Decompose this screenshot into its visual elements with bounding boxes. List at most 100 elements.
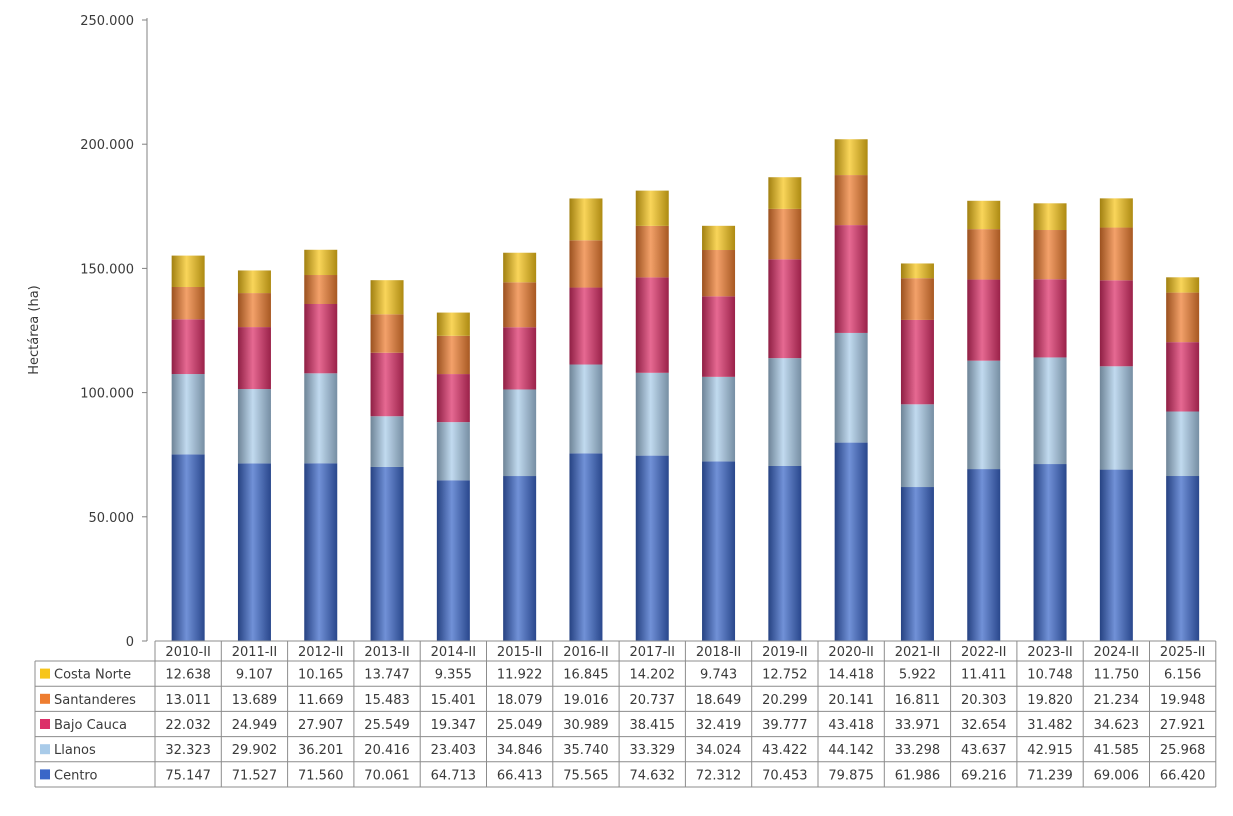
bar-santanderes-2023-II [1033,230,1067,280]
data-label-llanos: 33.298 [895,743,941,758]
data-label-santanderes: 18.649 [696,693,742,708]
legend-swatch-bajo-cauca [40,719,50,729]
data-label-llanos: 41.585 [1094,743,1140,758]
y-tick-label: 50.000 [89,511,135,526]
data-label-bajo-cauca: 38.415 [630,718,676,733]
bar-llanos-2020-II [834,332,868,443]
data-label-costa-norte: 11.411 [961,668,1007,683]
data-label-llanos: 25.968 [1160,743,1206,758]
data-label-costa-norte: 16.845 [563,668,609,683]
bar-llanos-2013-II [370,416,404,467]
bar-bajo-cauca-2025-II [1166,342,1200,412]
bar-centro-2022-II [967,469,1001,641]
data-label-llanos: 29.902 [232,743,278,758]
bar-costa-norte-2013-II [370,280,404,315]
bar-costa-norte-2014-II [436,312,470,336]
data-label-centro: 71.239 [1027,768,1073,783]
bar-santanderes-2011-II [237,293,271,328]
data-label-costa-norte: 12.752 [762,668,808,683]
bar-santanderes-2012-II [304,275,338,304]
data-label-llanos: 32.323 [165,743,211,758]
bar-santanderes-2024-II [1099,227,1133,281]
data-label-bajo-cauca: 43.418 [828,718,874,733]
x-tick-label: 2010-II [165,645,210,660]
bar-santanderes-2010-II [171,287,205,320]
data-label-bajo-cauca: 32.419 [696,718,742,733]
bar-santanderes-2022-II [967,229,1001,280]
bar-bajo-cauca-2014-II [436,374,470,423]
legend-label-llanos: Llanos [54,743,96,758]
bar-llanos-2023-II [1033,357,1067,465]
bar-centro-2015-II [503,476,537,641]
bar-costa-norte-2010-II [171,255,205,287]
y-tick-label: 100.000 [80,387,134,402]
data-label-llanos: 36.201 [298,743,344,758]
legend-swatch-centro [40,769,50,780]
bar-centro-2018-II [702,461,736,641]
bar-santanderes-2017-II [635,225,669,278]
bar-centro-2023-II [1033,464,1067,641]
bar-centro-2012-II [304,463,338,641]
x-tick-label: 2011-II [232,645,277,660]
data-label-santanderes: 13.011 [165,693,211,708]
data-label-costa-norte: 10.165 [298,668,344,683]
data-label-centro: 70.453 [762,768,808,783]
bar-bajo-cauca-2023-II [1033,279,1067,358]
bar-costa-norte-2015-II [503,252,537,283]
legend-swatch-santanderes [40,693,50,704]
x-tick-label: 2019-II [762,645,807,660]
bar-bajo-cauca-2018-II [702,296,736,377]
data-label-llanos: 43.637 [961,743,1007,758]
bar-costa-norte-2021-II [900,263,934,279]
data-label-costa-norte: 9.355 [435,668,472,683]
bar-bajo-cauca-2022-II [967,279,1001,361]
data-label-centro: 71.560 [298,768,344,783]
bar-bajo-cauca-2020-II [834,225,868,333]
x-tick-label: 2018-II [696,645,741,660]
data-label-centro: 61.986 [895,768,941,783]
bar-centro-2016-II [569,453,603,641]
data-label-costa-norte: 11.922 [497,668,543,683]
bar-centro-2013-II [370,466,404,641]
bar-llanos-2015-II [503,389,537,477]
y-axis-label: Hectárea (ha) [27,285,42,375]
data-label-bajo-cauca: 31.482 [1027,718,1073,733]
legend-label-costa-norte: Costa Norte [54,668,131,683]
bar-llanos-2016-II [569,364,603,454]
data-label-centro: 79.875 [828,768,874,783]
x-tick-label: 2021-II [895,645,940,660]
x-tick-label: 2014-II [431,645,476,660]
data-label-santanderes: 11.669 [298,693,344,708]
bar-centro-2025-II [1166,476,1200,641]
bar-santanderes-2019-II [768,208,802,260]
bar-santanderes-2020-II [834,175,868,226]
data-label-bajo-cauca: 39.777 [762,718,808,733]
bar-bajo-cauca-2024-II [1099,280,1133,367]
bar-costa-norte-2011-II [237,270,271,294]
bar-bajo-cauca-2015-II [503,327,537,390]
data-label-centro: 72.312 [696,768,742,783]
x-tick-label: 2023-II [1027,645,1072,660]
data-label-bajo-cauca: 30.989 [563,718,609,733]
data-label-bajo-cauca: 27.907 [298,718,344,733]
bar-llanos-2022-II [967,360,1001,470]
data-label-bajo-cauca: 32.654 [961,718,1007,733]
bar-centro-2017-II [635,455,669,641]
bar-santanderes-2015-II [503,282,537,328]
bar-santanderes-2013-II [370,314,404,353]
bar-bajo-cauca-2016-II [569,287,603,365]
data-label-santanderes: 18.079 [497,693,543,708]
bar-bajo-cauca-2011-II [237,327,271,390]
bar-santanderes-2021-II [900,278,934,320]
data-table: 2010-II 2011-II 2012-II 2013-II 2014-II 2015-… [34,640,1217,788]
legend-swatch-costa-norte [40,668,50,679]
bar-centro-2024-II [1099,469,1133,641]
data-label-santanderes: 20.299 [762,693,808,708]
data-label-centro: 71.527 [232,768,278,783]
data-label-santanderes: 15.483 [364,693,410,708]
data-label-llanos: 23.403 [431,743,477,758]
bar-costa-norte-2018-II [702,225,736,251]
x-tick-label: 2020-II [828,645,873,660]
bar-santanderes-2025-II [1166,292,1200,343]
